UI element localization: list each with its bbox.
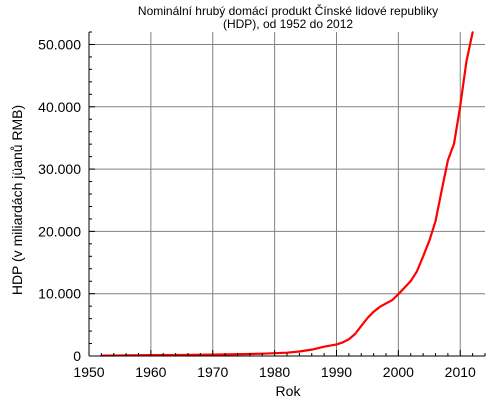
x-tick-label-1960: 1960 xyxy=(135,364,166,380)
x-tick-label-2010: 2010 xyxy=(445,364,476,380)
y-tick-label-0: 0 xyxy=(73,348,81,364)
plot-layer xyxy=(100,31,474,357)
tick-label-layer: 1950 1960 1970 1980 1990 2000 2010 0 10.000 20.00… xyxy=(38,36,476,380)
x-tick-label-1990: 1990 xyxy=(321,364,352,380)
x-tick-label-1950: 1950 xyxy=(73,364,104,380)
gdp-series-line xyxy=(100,31,474,357)
x-axis-label: Rok xyxy=(276,383,302,399)
x-tick-label-1980: 1980 xyxy=(259,364,290,380)
y-tick-label-20000: 20.000 xyxy=(38,223,81,239)
y-axis-label: HDP (v miliardách jüanů RMB) xyxy=(9,105,25,295)
chart-title-line-1: Nominální hrubý domácí produkt Čínské li… xyxy=(138,3,438,18)
y-tick-label-30000: 30.000 xyxy=(38,161,81,177)
x-tick-label-2000: 2000 xyxy=(383,364,414,380)
y-tick-label-50000: 50.000 xyxy=(38,36,81,52)
chart-title-line-2: (HDP), od 1952 do 2012 xyxy=(223,17,353,31)
axis-layer xyxy=(88,31,486,357)
y-tick-label-10000: 10.000 xyxy=(38,286,81,302)
grid-layer xyxy=(89,32,485,356)
x-tick-label-1970: 1970 xyxy=(197,364,228,380)
y-tick-label-40000: 40.000 xyxy=(38,99,81,115)
